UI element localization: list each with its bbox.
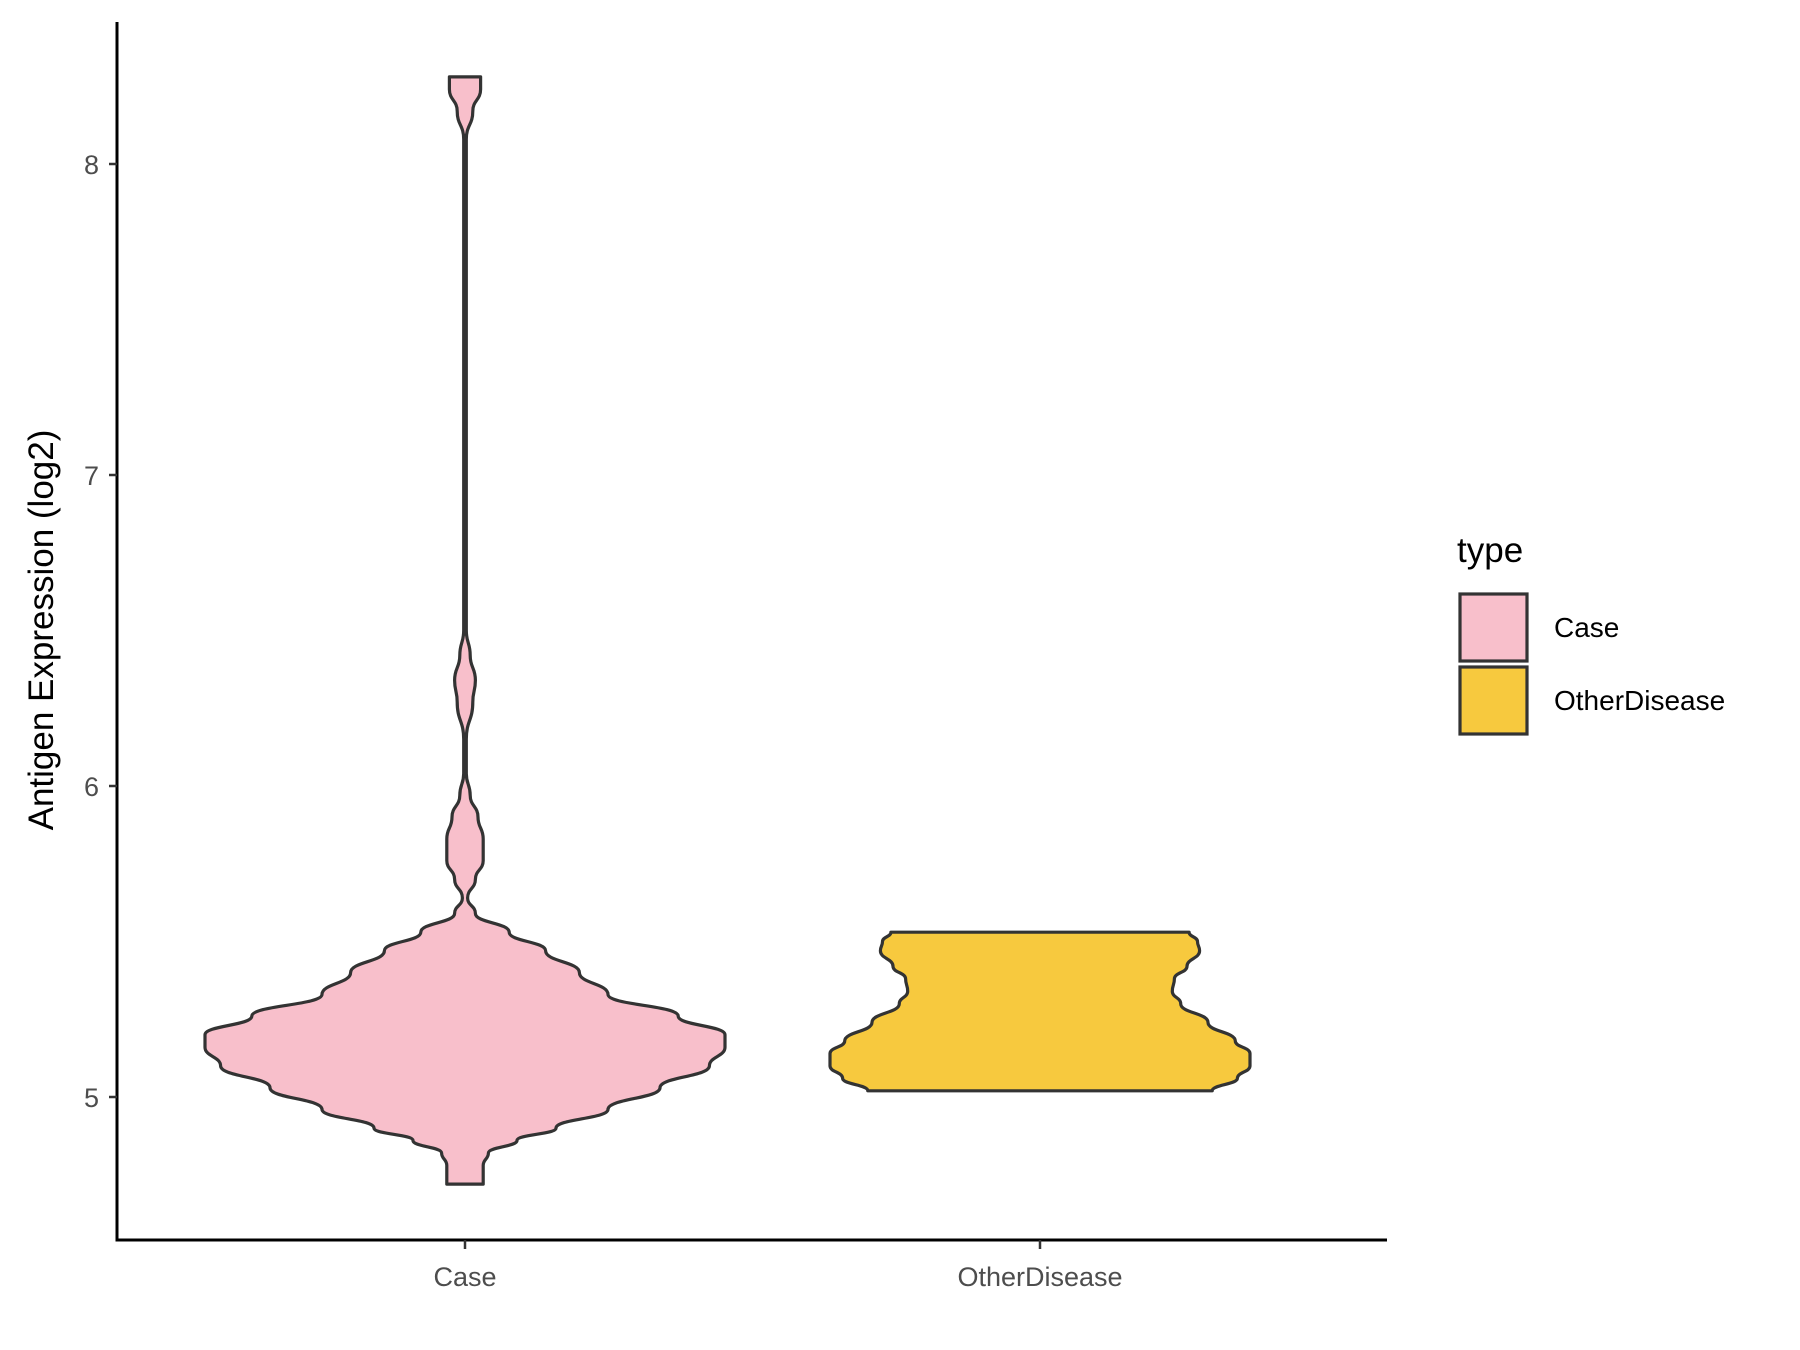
legend-swatch-otherdisease xyxy=(1458,665,1529,736)
axes xyxy=(115,22,1387,1242)
legend: type Case OtherDisease xyxy=(1457,531,1725,736)
y-axis-title: Antigen Expression (log2) xyxy=(22,430,61,831)
x-tick-label: OtherDisease xyxy=(957,1262,1122,1292)
y-tick-label: 8 xyxy=(84,150,99,180)
y-tick-label: 6 xyxy=(84,772,99,802)
ticks: 5 6 7 8 Case OtherDisease xyxy=(84,150,1123,1292)
legend-swatch-case xyxy=(1458,592,1529,663)
legend-label-case: Case xyxy=(1554,612,1619,643)
violin-case xyxy=(203,75,727,1186)
violin-otherdisease xyxy=(828,930,1252,1093)
x-tick-label: Case xyxy=(433,1262,496,1292)
plot-area xyxy=(203,75,1252,1186)
y-tick-label: 7 xyxy=(84,461,99,491)
legend-label-otherdisease: OtherDisease xyxy=(1554,685,1725,716)
legend-title: type xyxy=(1457,531,1523,570)
y-tick-label: 5 xyxy=(84,1083,99,1113)
